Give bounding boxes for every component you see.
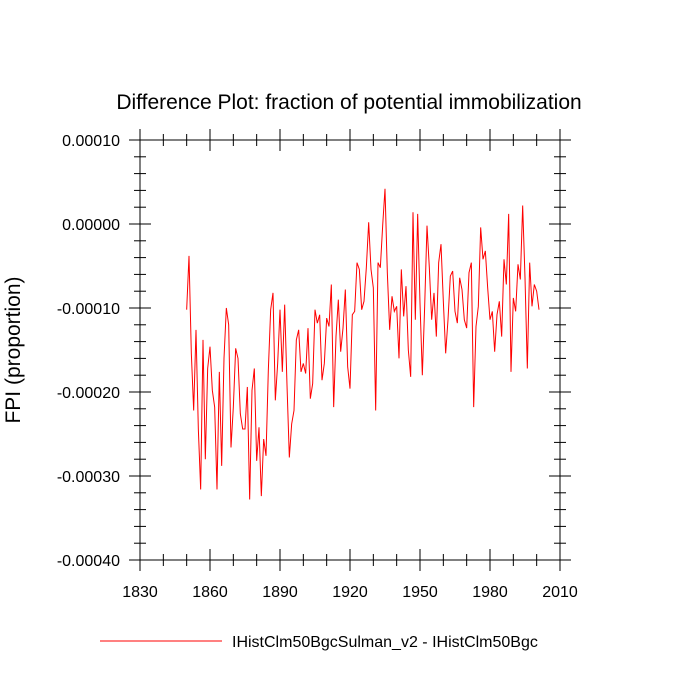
y-tick-label: -0.00040	[57, 553, 120, 570]
axis-ticks	[129, 129, 571, 571]
x-tick-label: 1980	[472, 584, 508, 601]
chart-title: Difference Plot: fraction of potential i…	[116, 91, 581, 114]
x-tick-label: 1860	[192, 584, 228, 601]
legend-label: IHistClm50BgcSulman_v2 - IHistClm50Bgc	[232, 634, 538, 651]
x-tick-label: 1890	[262, 584, 298, 601]
x-tick-label: 1950	[402, 584, 438, 601]
y-tick-label: -0.00020	[57, 385, 120, 402]
x-tick-label: 1830	[122, 584, 158, 601]
series-group	[186, 188, 540, 500]
y-axis-label: FPI (proportion)	[2, 276, 25, 423]
y-tick-label: 0.00010	[62, 133, 120, 150]
axis-tick-labels: 1830 1860 1890 1920 1950 1980 2010 0.00010 0.000…	[57, 133, 578, 601]
y-tick-label: -0.00010	[57, 301, 120, 318]
legend: IHistClm50BgcSulman_v2 - IHistClm50Bgc	[100, 634, 538, 651]
y-tick-label: -0.00030	[57, 469, 120, 486]
x-tick-label: 1920	[332, 584, 368, 601]
series-line	[186, 188, 540, 500]
y-tick-label: 0.00000	[62, 217, 120, 234]
x-tick-label: 2010	[542, 584, 578, 601]
